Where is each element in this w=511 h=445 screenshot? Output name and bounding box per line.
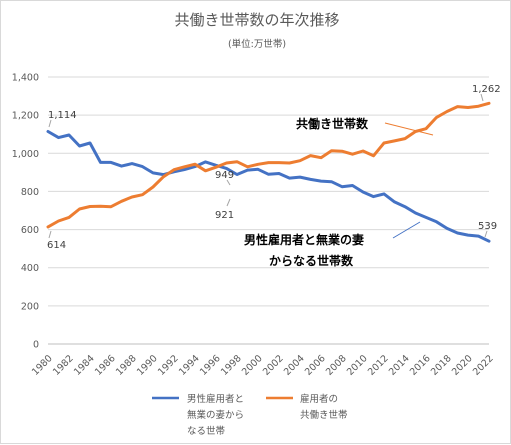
x-tick-label: 2006 <box>303 353 328 378</box>
y-tick-label: 1,200 <box>12 111 39 122</box>
x-tick-label: 1998 <box>219 353 244 378</box>
legend-label-husband-line1: 男性雇用者と <box>187 393 244 405</box>
data-label-husband-2022: 539 <box>478 221 497 232</box>
callout-husband-line1: 男性雇用者と無業の妻 <box>244 232 364 247</box>
leader-line-dual-2022 <box>480 93 484 102</box>
data-label-dual-2022: 1,262 <box>472 84 501 95</box>
x-tick-label: 1992 <box>156 353 181 378</box>
y-axis-ticks: 0 200 400 600 800 1,000 1,200 1,400 <box>12 73 39 351</box>
x-tick-label: 1990 <box>135 353 160 378</box>
y-tick-label: 1,000 <box>12 149 39 160</box>
x-tick-label: 2022 <box>471 353 496 378</box>
x-tick-label: 1982 <box>51 353 76 378</box>
callout-dual-income: 共働き世帯数 <box>296 116 369 131</box>
data-label-husband-1980: 1,114 <box>48 110 77 121</box>
legend-label-husband-line2: 無業の妻から <box>187 409 244 421</box>
leader-line-dual-1997 <box>226 179 231 186</box>
x-tick-label: 1986 <box>93 353 118 378</box>
x-tick-label: 2008 <box>324 353 349 378</box>
data-label-husband-1997: 921 <box>215 210 234 221</box>
gridlines <box>48 76 489 345</box>
leader-line-husband-2022 <box>484 230 488 238</box>
x-tick-label: 1996 <box>198 353 223 378</box>
series-line-dual-income <box>46 101 491 229</box>
x-tick-label: 2016 <box>408 353 433 378</box>
data-label-dual-1980: 614 <box>47 240 66 251</box>
x-tick-label: 2018 <box>429 353 454 378</box>
legend-label-husband-line3: なる世帯 <box>187 425 226 437</box>
x-tick-label: 1988 <box>114 353 139 378</box>
chart-title: 共働き世帯数の年次推移 <box>174 11 339 29</box>
legend: 男性雇用者と 無業の妻から なる世帯 雇用者の 共働き世帯 <box>152 393 348 437</box>
leader-line-dual-1980 <box>48 230 52 239</box>
callout-line-dual <box>384 122 434 136</box>
data-label-dual-1997: 949 <box>215 170 234 181</box>
callout-husband-line2: からなる世帯数 <box>269 253 354 268</box>
x-tick-label: 2004 <box>282 353 307 378</box>
y-tick-label: 0 <box>33 340 39 351</box>
x-tick-label: 1980 <box>30 353 55 378</box>
x-tick-label: 2002 <box>261 353 286 378</box>
callout-line-husband <box>392 221 421 239</box>
x-tick-label: 1984 <box>72 353 97 378</box>
x-tick-label: 2000 <box>240 353 265 378</box>
y-tick-label: 600 <box>21 225 39 236</box>
x-axis-ticks: 1980198219841986198819901992199419961998… <box>30 343 496 378</box>
y-tick-label: 400 <box>21 263 39 274</box>
x-tick-label: 1994 <box>177 353 202 378</box>
x-tick-label: 2014 <box>387 353 412 378</box>
x-tick-label: 2020 <box>450 353 475 378</box>
leader-line-husband-1997 <box>226 198 231 207</box>
y-tick-label: 1,400 <box>12 73 39 84</box>
y-tick-label: 800 <box>21 187 39 198</box>
leader-line-husband-1980 <box>48 119 52 128</box>
y-tick-label: 200 <box>21 301 39 312</box>
legend-label-dual-line1: 雇用者の <box>300 393 338 405</box>
chart-subtitle: (単位:万世帯) <box>228 38 286 50</box>
x-tick-label: 2012 <box>366 353 391 378</box>
x-tick-label: 2010 <box>345 353 370 378</box>
legend-label-dual-line2: 共働き世帯 <box>300 409 348 421</box>
series-line-husband-only-earner <box>46 130 491 243</box>
series-lines <box>46 101 491 243</box>
